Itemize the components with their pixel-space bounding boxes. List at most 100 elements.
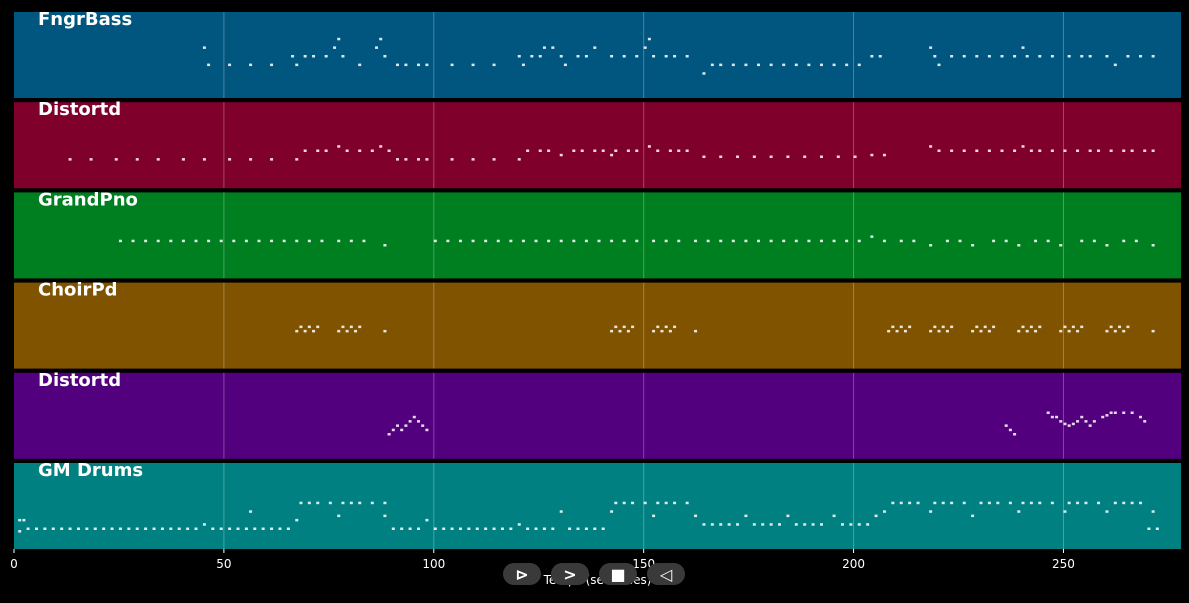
play-outline-icon[interactable]: ⊳ xyxy=(503,563,541,585)
note-mark xyxy=(358,501,362,505)
note-mark xyxy=(668,329,672,333)
note-mark xyxy=(521,239,525,243)
note-mark xyxy=(1122,501,1126,505)
track-band xyxy=(14,102,1181,189)
note-mark xyxy=(156,158,160,161)
note-mark xyxy=(652,239,656,243)
note-mark xyxy=(43,527,47,530)
note-mark xyxy=(341,501,345,505)
note-mark xyxy=(941,501,945,505)
note-mark xyxy=(559,510,563,513)
track-label: GM Drums xyxy=(38,460,143,481)
note-mark xyxy=(929,329,933,333)
note-mark xyxy=(1130,411,1134,414)
note-mark xyxy=(736,155,740,159)
note-mark xyxy=(601,149,605,152)
note-mark xyxy=(433,527,437,530)
note-mark xyxy=(987,501,991,505)
stop-icon[interactable]: ■ xyxy=(599,563,637,585)
note-mark xyxy=(992,325,996,329)
note-mark xyxy=(1139,501,1143,505)
track-band xyxy=(14,12,1181,98)
note-mark xyxy=(610,510,614,513)
note-mark xyxy=(76,527,80,530)
note-mark xyxy=(383,514,387,518)
note-mark xyxy=(1143,149,1147,152)
note-mark xyxy=(610,329,614,333)
play-icon[interactable]: > xyxy=(551,563,589,585)
note-mark xyxy=(610,55,614,58)
note-mark xyxy=(291,55,295,58)
note-mark xyxy=(312,329,316,333)
note-mark xyxy=(1038,55,1042,58)
note-mark xyxy=(702,155,706,159)
x-tick-label: 250 xyxy=(1052,557,1075,571)
note-mark xyxy=(303,149,307,152)
note-mark xyxy=(492,527,496,530)
note-mark xyxy=(656,325,660,329)
note-mark xyxy=(987,329,991,333)
note-mark xyxy=(1050,149,1054,152)
note-mark xyxy=(299,501,303,505)
note-mark xyxy=(887,329,891,333)
note-mark xyxy=(551,527,555,530)
note-mark xyxy=(903,329,907,333)
note-mark xyxy=(509,239,513,243)
back-icon[interactable]: ◁ xyxy=(647,563,685,585)
note-mark xyxy=(610,153,614,157)
note-mark xyxy=(354,329,358,333)
note-mark xyxy=(874,514,878,518)
note-mark xyxy=(1088,55,1092,58)
note-mark xyxy=(1126,325,1130,329)
note-mark xyxy=(412,415,416,419)
note-mark xyxy=(857,523,861,526)
note-mark xyxy=(1101,415,1105,419)
note-mark xyxy=(891,325,895,329)
note-mark xyxy=(744,514,748,518)
note-mark xyxy=(337,514,341,518)
note-mark xyxy=(425,63,429,67)
note-mark xyxy=(1122,329,1126,333)
note-mark xyxy=(135,527,139,530)
note-mark xyxy=(1021,501,1025,505)
track-band xyxy=(14,372,1181,459)
note-mark xyxy=(752,155,756,159)
note-mark xyxy=(1063,149,1067,152)
note-mark xyxy=(186,527,190,530)
note-mark xyxy=(1084,420,1088,423)
note-mark xyxy=(102,527,106,530)
note-mark xyxy=(752,523,756,526)
note-mark xyxy=(547,149,551,152)
note-mark xyxy=(702,523,706,526)
note-mark xyxy=(597,239,601,243)
note-mark xyxy=(307,325,311,329)
note-mark xyxy=(181,158,185,161)
note-mark xyxy=(1046,411,1050,414)
note-mark xyxy=(702,72,706,75)
note-mark xyxy=(295,63,299,67)
note-mark xyxy=(1151,55,1155,58)
note-mark xyxy=(509,527,513,530)
note-mark xyxy=(819,63,823,67)
note-mark xyxy=(152,527,156,530)
note-mark xyxy=(542,527,546,530)
note-mark xyxy=(832,239,836,243)
note-mark xyxy=(840,523,844,526)
note-mark xyxy=(1151,510,1155,513)
note-mark xyxy=(286,527,290,530)
note-mark xyxy=(1025,55,1029,58)
note-mark xyxy=(1063,422,1067,426)
note-mark xyxy=(316,149,320,152)
note-mark xyxy=(114,158,118,161)
note-mark xyxy=(337,239,341,243)
note-mark xyxy=(782,239,786,243)
note-mark xyxy=(1034,329,1038,333)
note-mark xyxy=(937,149,941,152)
note-mark xyxy=(1029,325,1033,329)
note-mark xyxy=(228,158,232,161)
note-mark xyxy=(450,527,454,530)
note-mark xyxy=(475,527,479,530)
note-mark xyxy=(1122,149,1126,152)
note-mark xyxy=(249,158,253,161)
note-mark xyxy=(694,239,698,243)
